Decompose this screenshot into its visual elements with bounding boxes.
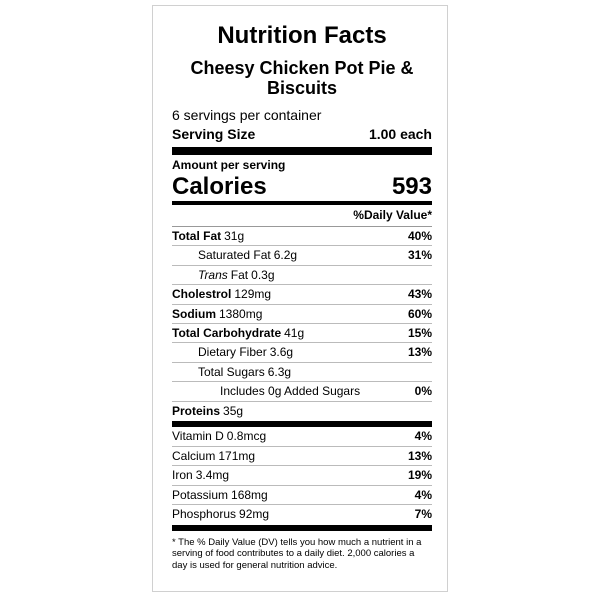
nutrient-row: Cholestrol 129mg 43% <box>172 285 432 305</box>
serving-size: 1.00 each <box>368 126 432 142</box>
nutrient-name: Total Fat <box>172 229 222 243</box>
nutrient: Sodium 1380mg <box>172 305 262 323</box>
daily-value: 60% <box>407 306 432 321</box>
nutrient-row: Total Sugars 6.3g <box>172 363 432 383</box>
nutrient-amount: 0.8mcg <box>226 428 267 443</box>
nutrient-row: Calcium 171mg 13% <box>172 447 432 467</box>
daily-value: 13% <box>407 345 432 360</box>
daily-value-header: %Daily Value* <box>172 205 432 227</box>
nutrients: Total Fat 31g 40% Saturated Fat 6.2g 31% Trans… <box>172 227 432 421</box>
nutrient: Potassium 168mg <box>172 486 268 505</box>
nutrient-amount: 3.6g <box>269 345 294 360</box>
nutrient-amount: 41g <box>284 325 305 340</box>
nutrient: Total Sugars 6.3g <box>172 363 291 381</box>
nutrient: Vitamin D 0.8mcg <box>172 427 266 446</box>
nutrient: Calcium 171mg <box>172 447 255 466</box>
daily-value: 40% <box>407 229 432 243</box>
product-name: Cheesy Chicken Pot Pie & Biscuits <box>190 58 414 98</box>
nutrient-amount: 1380mg <box>219 306 263 321</box>
nutrient-amount: 0.3g <box>251 267 275 282</box>
nutrient-amount: 168mg <box>231 487 268 502</box>
nutrient-name: Vitamin D <box>172 428 224 443</box>
nutrient: Phosphorus 92mg <box>172 505 269 525</box>
nutrition-label: Nutrition Facts Cheesy Chicken Pot Pie &… <box>172 20 432 571</box>
serving-size-row: Serving Size 1.00 each <box>172 124 432 144</box>
nutrient-row: Proteins 35g <box>172 402 432 421</box>
nutrient-amount: 6.3g <box>267 364 292 379</box>
nutrient: Includes 0g Added Sugars <box>172 382 360 400</box>
nutrient-name: Calcium <box>172 448 216 463</box>
nutrient: Dietary Fiber 3.6g <box>172 343 293 361</box>
nutrient-row: Saturated Fat 6.2g 31% <box>172 246 432 266</box>
nutrient-amount: 35g <box>223 403 244 418</box>
daily-value: 31% <box>407 248 432 263</box>
daily-value: 4% <box>414 428 432 443</box>
divider <box>172 201 432 205</box>
nutrient: Proteins 35g <box>172 402 243 421</box>
nutrient-name: Includes 0g Added Sugars <box>220 384 361 399</box>
nutrient-row: Includes 0g Added Sugars 0% <box>172 382 432 402</box>
daily-value: 7% <box>414 507 432 522</box>
nutrient: Iron 3.4mg <box>172 466 229 485</box>
nutrient-amount: 171mg <box>218 448 256 463</box>
servings: 6 servings per container <box>172 107 322 123</box>
calories-label: Calories <box>172 173 267 200</box>
nutrient: Trans Fat 0.3g <box>172 266 275 284</box>
nutrient-name: Sodium <box>172 306 216 321</box>
daily-value: 43% <box>407 287 432 302</box>
nutrient-name: Cholestrol <box>172 287 232 302</box>
daily-value: 13% <box>407 448 432 463</box>
nutrient-name: Total Carbohydrate <box>172 325 282 340</box>
daily-value: 0% <box>414 384 432 399</box>
nutrient: Total Fat 31g <box>172 227 244 245</box>
daily-value: 4% <box>414 487 432 502</box>
nutrient-amount: 6.2g <box>273 248 298 263</box>
nutrient-name: Dietary Fiber <box>198 345 267 360</box>
divider <box>172 420 432 427</box>
nutrient-row: Trans Fat 0.3g <box>172 266 432 286</box>
amount-label: Amount per serving <box>172 158 286 172</box>
nutrient-name: Phosphorus <box>172 507 237 522</box>
nutrient-amount: 92mg <box>239 507 270 522</box>
nutrient-row: Total Fat 31g 40% <box>172 227 432 247</box>
calories-row: Calories 593 <box>172 173 432 201</box>
nutrient: Saturated Fat 6.2g <box>172 246 297 264</box>
daily-value: 19% <box>407 468 432 483</box>
nutrient-row: Iron 3.4mg 19% <box>172 466 432 486</box>
divider <box>172 524 432 531</box>
nutrient-name: Saturated Fat <box>198 248 271 263</box>
nutrient-row: Total Carbohydrate 41g 15% <box>172 324 432 344</box>
nutrient-name: Iron <box>172 468 193 483</box>
divider <box>172 147 432 155</box>
daily-value: 15% <box>407 325 432 340</box>
nutrient-name: Fat <box>230 267 249 282</box>
nutrient-row: Vitamin D 0.8mcg 4% <box>172 427 432 447</box>
nutrient-row: Phosphorus 92mg 7% <box>172 505 432 525</box>
nutrient-amount: 3.4mg <box>195 468 230 483</box>
nutrient-row: Sodium 1380mg 60% <box>172 305 432 324</box>
nutrient-row: Potassium 168mg 4% <box>172 486 432 506</box>
nutrient-name: Total Sugars <box>198 364 265 379</box>
nutrient: Total Carbohydrate 41g <box>172 324 304 342</box>
footnote: * The % Daily Value (DV) tells you how m… <box>172 536 422 571</box>
nutrient: Cholestrol 129mg <box>172 285 271 303</box>
title: Nutrition Facts <box>217 22 387 49</box>
nutrient-amount: 129mg <box>234 287 272 302</box>
label-border <box>152 5 448 592</box>
nutrient-row: Dietary Fiber 3.6g 13% <box>172 343 432 363</box>
nutrient-amount: 31g <box>224 229 245 243</box>
nutrient-name: Potassium <box>172 487 229 502</box>
serving-size-label: Serving Size <box>172 126 256 142</box>
nutrient-name: Proteins <box>172 403 221 418</box>
calories-value: 593 <box>391 173 432 200</box>
micronutrients: Vitamin D 0.8mcg 4% Calcium 171mg 13% Iron 3.4m… <box>172 427 432 525</box>
nutrient-name-italic: Trans <box>198 267 228 282</box>
